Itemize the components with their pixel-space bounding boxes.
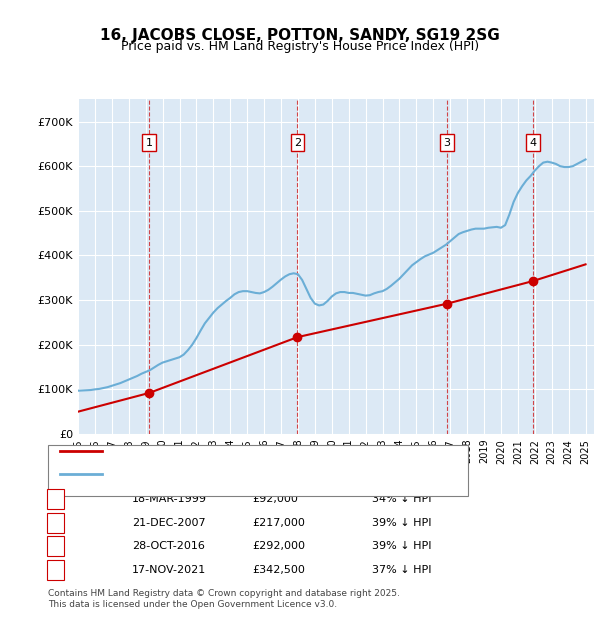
- Text: 3: 3: [52, 541, 59, 551]
- Text: 4: 4: [529, 138, 536, 148]
- Text: 37% ↓ HPI: 37% ↓ HPI: [372, 565, 431, 575]
- Text: Contains HM Land Registry data © Crown copyright and database right 2025.
This d: Contains HM Land Registry data © Crown c…: [48, 590, 400, 609]
- Text: HPI: Average price, detached house, Central Bedfordshire: HPI: Average price, detached house, Cent…: [108, 469, 409, 479]
- Text: £342,500: £342,500: [252, 565, 305, 575]
- Text: 2: 2: [52, 518, 59, 528]
- Text: 39% ↓ HPI: 39% ↓ HPI: [372, 541, 431, 551]
- Text: 16, JACOBS CLOSE, POTTON, SANDY, SG19 2SG (detached house): 16, JACOBS CLOSE, POTTON, SANDY, SG19 2S…: [108, 446, 450, 456]
- Text: 34% ↓ HPI: 34% ↓ HPI: [372, 494, 431, 504]
- Text: 2: 2: [294, 138, 301, 148]
- Text: 21-DEC-2007: 21-DEC-2007: [132, 518, 206, 528]
- Text: 28-OCT-2016: 28-OCT-2016: [132, 541, 205, 551]
- Text: £217,000: £217,000: [252, 518, 305, 528]
- Text: £292,000: £292,000: [252, 541, 305, 551]
- Text: 1: 1: [146, 138, 153, 148]
- Text: 39% ↓ HPI: 39% ↓ HPI: [372, 518, 431, 528]
- Text: 4: 4: [52, 565, 59, 575]
- Text: Price paid vs. HM Land Registry's House Price Index (HPI): Price paid vs. HM Land Registry's House …: [121, 40, 479, 53]
- Text: 16, JACOBS CLOSE, POTTON, SANDY, SG19 2SG: 16, JACOBS CLOSE, POTTON, SANDY, SG19 2S…: [100, 28, 500, 43]
- Text: £92,000: £92,000: [252, 494, 298, 504]
- Text: 18-MAR-1999: 18-MAR-1999: [132, 494, 207, 504]
- Text: 3: 3: [443, 138, 451, 148]
- Text: 1: 1: [52, 494, 59, 504]
- Text: 17-NOV-2021: 17-NOV-2021: [132, 565, 206, 575]
